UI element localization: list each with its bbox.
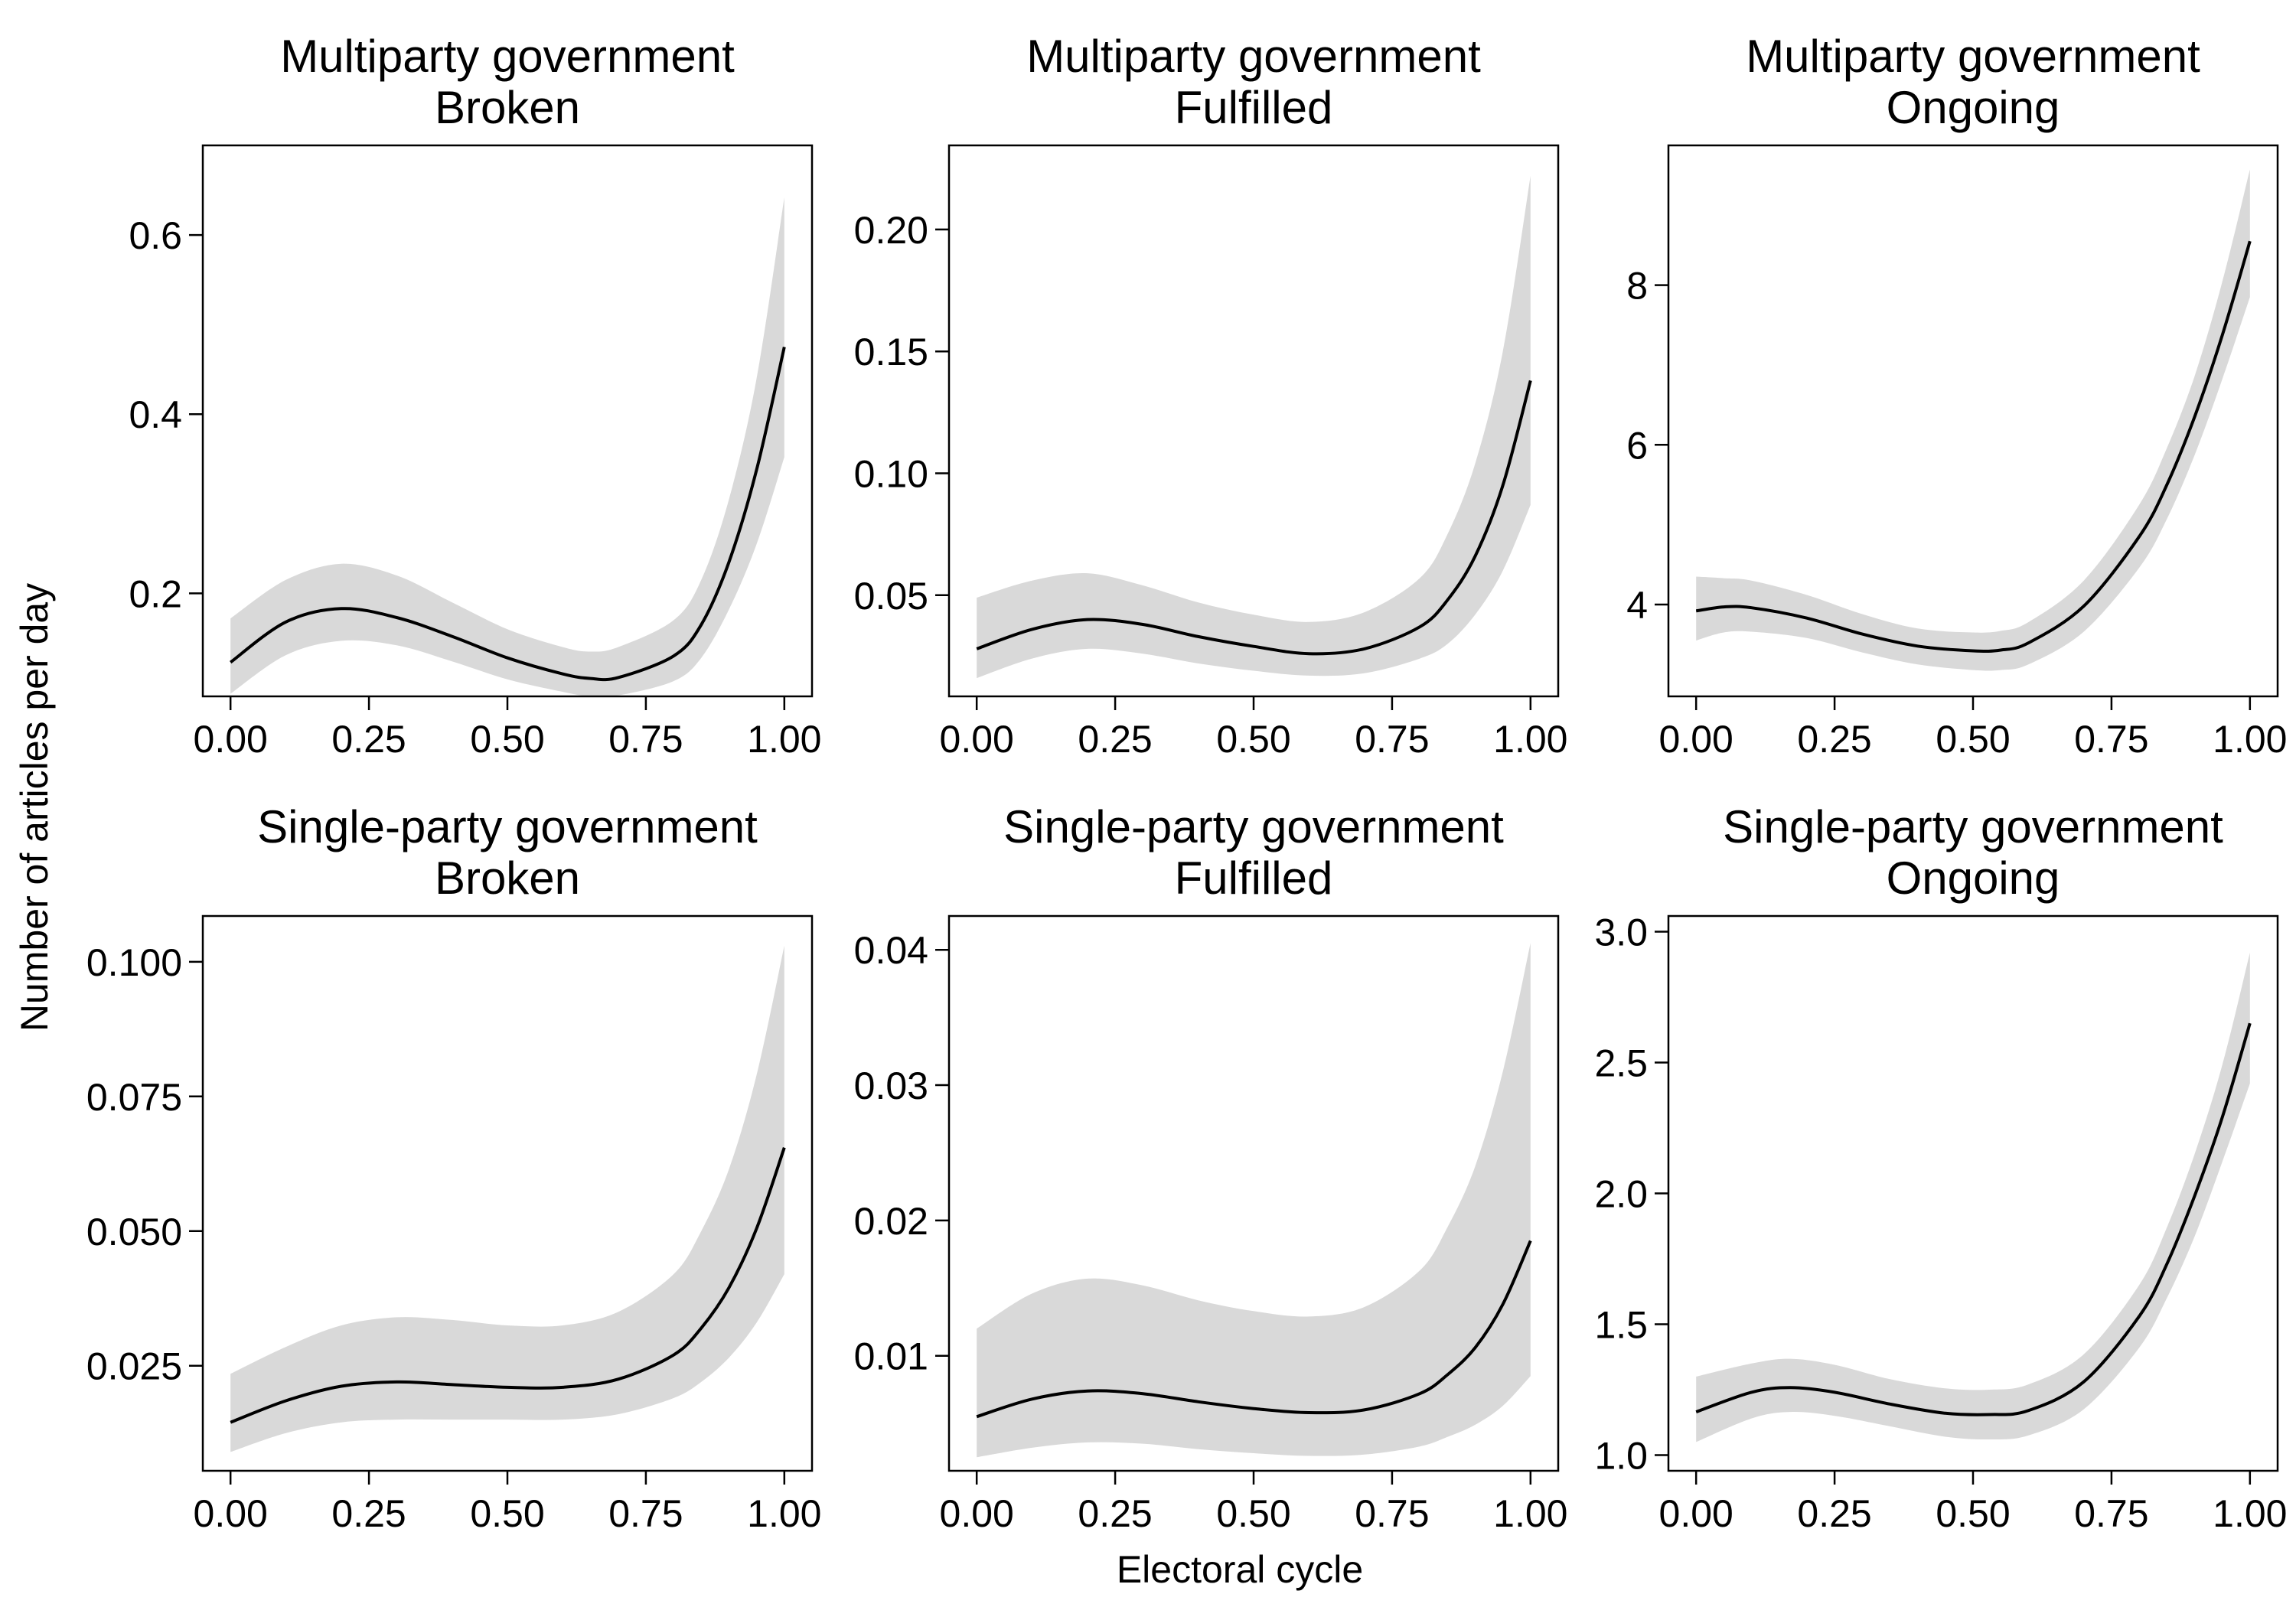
y-tick-label: 6	[1626, 424, 1648, 467]
y-tick-label: 2.0	[1594, 1173, 1648, 1216]
chart-panel: 0.00 0.25 0.50 0.75 1.00 0.01 0.02 0.03 0.04 Sing…	[854, 801, 1568, 1535]
y-tick-label: 8	[1626, 265, 1648, 308]
y-tick-label: 0.2	[129, 572, 182, 615]
x-axis-label: Electoral cycle	[1117, 1548, 1363, 1591]
fitted-line	[230, 1147, 786, 1424]
x-tick-label: 0.50	[1936, 1492, 2010, 1535]
confidence-band	[977, 943, 1531, 1458]
fitted-line	[230, 346, 786, 682]
chart-panel: 0.00 0.25 0.50 0.75 1.00 1.0 1.5 2.0 2.5 3.0 Singl…	[1594, 801, 2287, 1535]
panel-title: Multiparty government	[280, 31, 735, 82]
panel-subtitle: Fulfilled	[1175, 852, 1333, 904]
x-tick-label: 0.00	[1659, 1492, 1733, 1535]
panel-title: Single-party government	[257, 801, 758, 852]
x-tick-label: 0.75	[1355, 718, 1429, 761]
y-tick-label: 0.05	[854, 575, 928, 618]
chart-panel: 0.00 0.25 0.50 0.75 1.00 0.025 0.050 0.075 0.100…	[86, 801, 822, 1535]
fitted-line	[976, 1240, 1532, 1419]
y-tick-label: 3.0	[1594, 911, 1648, 954]
x-tick-label: 0.25	[1797, 718, 1871, 761]
y-tick-label: 0.100	[86, 941, 182, 984]
y-tick-label: 0.4	[129, 393, 182, 436]
x-tick-label: 0.50	[470, 1492, 544, 1535]
x-tick-label: 1.00	[1493, 718, 1567, 761]
y-tick-label: 0.025	[86, 1345, 182, 1388]
x-tick-label: 0.25	[1078, 1492, 1152, 1535]
y-tick-label: 0.10	[854, 452, 928, 495]
x-tick-label: 0.50	[1216, 1492, 1290, 1535]
y-tick-label: 0.050	[86, 1211, 182, 1253]
panel-subtitle: Broken	[435, 82, 580, 133]
y-tick-label: 0.20	[854, 209, 928, 252]
y-tick-label: 2.5	[1594, 1042, 1648, 1085]
x-tick-label: 0.00	[194, 1492, 268, 1535]
y-tick-label: 0.02	[854, 1200, 928, 1243]
x-tick-label: 1.00	[2213, 718, 2287, 761]
panel-subtitle: Fulfilled	[1175, 82, 1333, 133]
x-tick-label: 0.00	[194, 718, 268, 761]
panel-title: Single-party government	[1723, 801, 2223, 852]
y-tick-label: 0.01	[854, 1335, 928, 1378]
y-tick-label: 1.5	[1594, 1303, 1648, 1346]
x-tick-label: 0.25	[331, 718, 406, 761]
x-tick-label: 1.00	[2213, 1492, 2287, 1535]
fitted-line	[976, 380, 1532, 656]
chart-panel: 0.00 0.25 0.50 0.75 1.00 4 6 8 Multiparty govern…	[1626, 31, 2287, 761]
chart-panel: 0.00 0.25 0.50 0.75 1.00 0.2 0.4 0.6 Multiparty …	[129, 31, 821, 761]
confidence-band	[1696, 952, 2250, 1442]
x-tick-label: 1.00	[747, 718, 821, 761]
fitted-line	[1695, 240, 2252, 654]
panel-title: Single-party government	[1003, 801, 1504, 852]
x-tick-label: 1.00	[1493, 1492, 1567, 1535]
panel-subtitle: Ongoing	[1887, 852, 2060, 904]
panel-subtitle: Ongoing	[1887, 82, 2060, 133]
confidence-band	[230, 945, 784, 1452]
x-tick-label: 0.75	[608, 1492, 683, 1535]
confidence-band	[230, 197, 784, 697]
y-tick-label: 0.03	[854, 1064, 928, 1107]
x-tick-label: 0.25	[331, 1492, 406, 1535]
x-tick-label: 0.25	[1078, 718, 1152, 761]
y-tick-label: 0.075	[86, 1076, 182, 1119]
x-tick-label: 0.75	[2074, 718, 2148, 761]
x-tick-label: 0.75	[1355, 1492, 1429, 1535]
confidence-band	[977, 175, 1531, 679]
x-tick-label: 0.00	[940, 718, 1014, 761]
y-tick-label: 0.15	[854, 331, 928, 373]
y-axis-label: Number of articles per day	[13, 583, 56, 1032]
panels: 0.00 0.25 0.50 0.75 1.00 0.2 0.4 0.6 Multiparty …	[86, 31, 2288, 1535]
x-tick-label: 0.00	[1659, 718, 1733, 761]
y-tick-label: 0.04	[854, 929, 928, 972]
panel-title: Multiparty government	[1746, 31, 2200, 82]
panel-subtitle: Broken	[435, 852, 580, 904]
panel-title: Multiparty government	[1026, 31, 1481, 82]
y-tick-label: 0.6	[129, 214, 182, 257]
y-tick-label: 1.0	[1594, 1434, 1648, 1477]
x-tick-label: 0.75	[2074, 1492, 2148, 1535]
confidence-band	[1696, 169, 2250, 671]
fitted-line	[1695, 1022, 2252, 1416]
x-tick-label: 0.50	[1216, 718, 1290, 761]
x-tick-label: 0.25	[1797, 1492, 1871, 1535]
x-tick-label: 0.50	[1936, 718, 2010, 761]
chart-panel: 0.00 0.25 0.50 0.75 1.00 0.05 0.10 0.15 0.20 Mult…	[854, 31, 1568, 761]
x-tick-label: 0.00	[940, 1492, 1014, 1535]
x-tick-label: 0.75	[608, 718, 683, 761]
x-tick-label: 1.00	[747, 1492, 821, 1535]
y-tick-label: 4	[1626, 584, 1648, 627]
x-tick-label: 0.50	[470, 718, 544, 761]
